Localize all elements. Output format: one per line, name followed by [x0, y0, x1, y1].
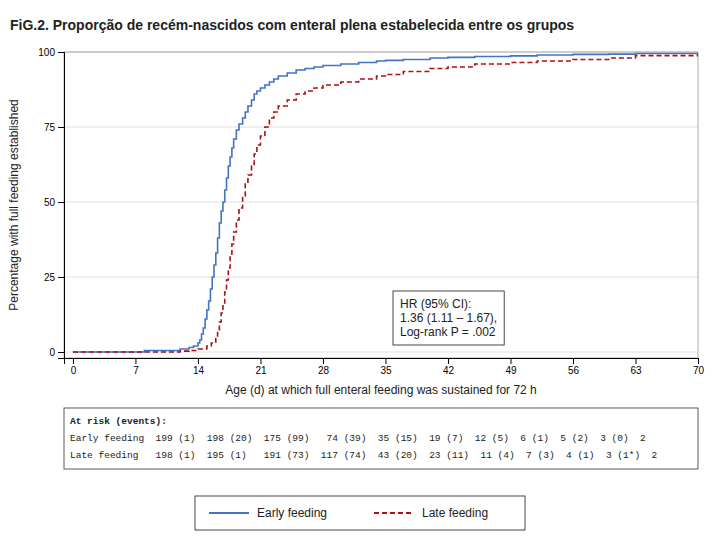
tick-label: 100 [38, 47, 55, 58]
grid [64, 52, 698, 352]
tick-label: 49 [505, 365, 517, 376]
risk-table-row: Late feeding 198 (1) 195 (1) 191 (73) 11… [70, 450, 657, 461]
chart: FiG.2. Proporção de recém-nascidos com e… [0, 0, 720, 540]
legend-label: Early feeding [257, 506, 327, 520]
axis-line [58, 53, 65, 359]
tick-mark [385, 358, 386, 364]
step-line [73, 54, 698, 353]
risk-table: At risk (events): Early feeding 199 (1) 1… [64, 408, 698, 469]
tick: 14 [193, 358, 205, 376]
title: FiG.2. Proporção de recém-nascidos com e… [10, 17, 574, 33]
tick: 7 [133, 358, 139, 376]
legend-swatch [374, 512, 414, 514]
tick: 0 [49, 347, 64, 358]
tick-label: 63 [630, 365, 642, 376]
x-axis-title: Age (d) at which full enteral feeding wa… [225, 383, 537, 397]
tick-mark [58, 127, 64, 128]
risk-table-box [64, 408, 698, 469]
tick-mark [448, 358, 449, 364]
tick: 0 [71, 358, 77, 376]
annotation: HR (95% CI):1.36 (1.11 – 1.67),Log-rank … [393, 291, 504, 345]
series-group [73, 54, 698, 353]
tick: 28 [318, 358, 330, 376]
tick: 25 [44, 272, 64, 283]
tick: 42 [443, 358, 455, 376]
tick: 63 [630, 358, 642, 376]
annotation-text: HR (95% CI):1.36 (1.11 – 1.67),Log-rank … [400, 297, 497, 339]
tick-label: 50 [44, 197, 56, 208]
legend-swatch [209, 512, 249, 514]
tick-mark [698, 358, 699, 364]
tick-label: 0 [71, 365, 77, 376]
tick-label: 56 [568, 365, 580, 376]
tick-mark [58, 52, 64, 53]
risk-table-row: Early feeding 199 (1) 198 (20) 175 (99) … [70, 433, 646, 444]
tick: 35 [380, 358, 392, 376]
step-line [73, 54, 698, 353]
y-axis: 0 25 50 75 100 [38, 47, 64, 359]
plot-frame [64, 52, 698, 358]
axis-line [65, 359, 699, 365]
tick-label: 14 [193, 365, 205, 376]
tick-mark [58, 277, 64, 278]
tick: 49 [505, 358, 517, 376]
tick-label: 21 [255, 365, 267, 376]
grid-line [64, 352, 698, 353]
tick-mark [73, 358, 74, 364]
tick-mark [135, 358, 136, 364]
tick-mark [198, 358, 199, 364]
tick-label: 25 [44, 272, 56, 283]
tick-label: 35 [380, 365, 392, 376]
tick-label: 7 [133, 365, 139, 376]
plot: 0 7 14 21 28 35 42 49 56 63 70 0 25 50 75 100 HR (95% CI… [38, 47, 704, 376]
tick-label: 0 [49, 347, 55, 358]
grid-line [64, 277, 698, 278]
legend-box [195, 496, 525, 530]
grid-line [64, 127, 698, 128]
tick: 56 [568, 358, 580, 376]
y-axis-title: Percentage with full feeding established [7, 99, 21, 310]
x-axis: 0 7 14 21 28 35 42 49 56 63 70 [65, 358, 705, 376]
tick: 75 [44, 122, 64, 133]
tick-mark [58, 352, 64, 353]
tick-label: 28 [318, 365, 330, 376]
tick-mark [260, 358, 261, 364]
tick: 21 [255, 358, 267, 376]
tick-mark [510, 358, 511, 364]
tick-label: 75 [44, 122, 56, 133]
tick: 100 [38, 47, 64, 58]
tick: 70 [693, 358, 705, 376]
legend: Early feeding Late feeding [195, 496, 525, 530]
tick-label: 42 [443, 365, 455, 376]
grid-line [64, 202, 698, 203]
tick: 50 [44, 197, 64, 208]
tick-label: 70 [693, 365, 705, 376]
tick-mark [635, 358, 636, 364]
risk-table-row: At risk (events): [70, 416, 167, 427]
annotation-box [393, 291, 504, 345]
legend-label: Late feeding [422, 506, 488, 520]
tick-mark [573, 358, 574, 364]
tick-mark [58, 202, 64, 203]
tick-mark [323, 358, 324, 364]
